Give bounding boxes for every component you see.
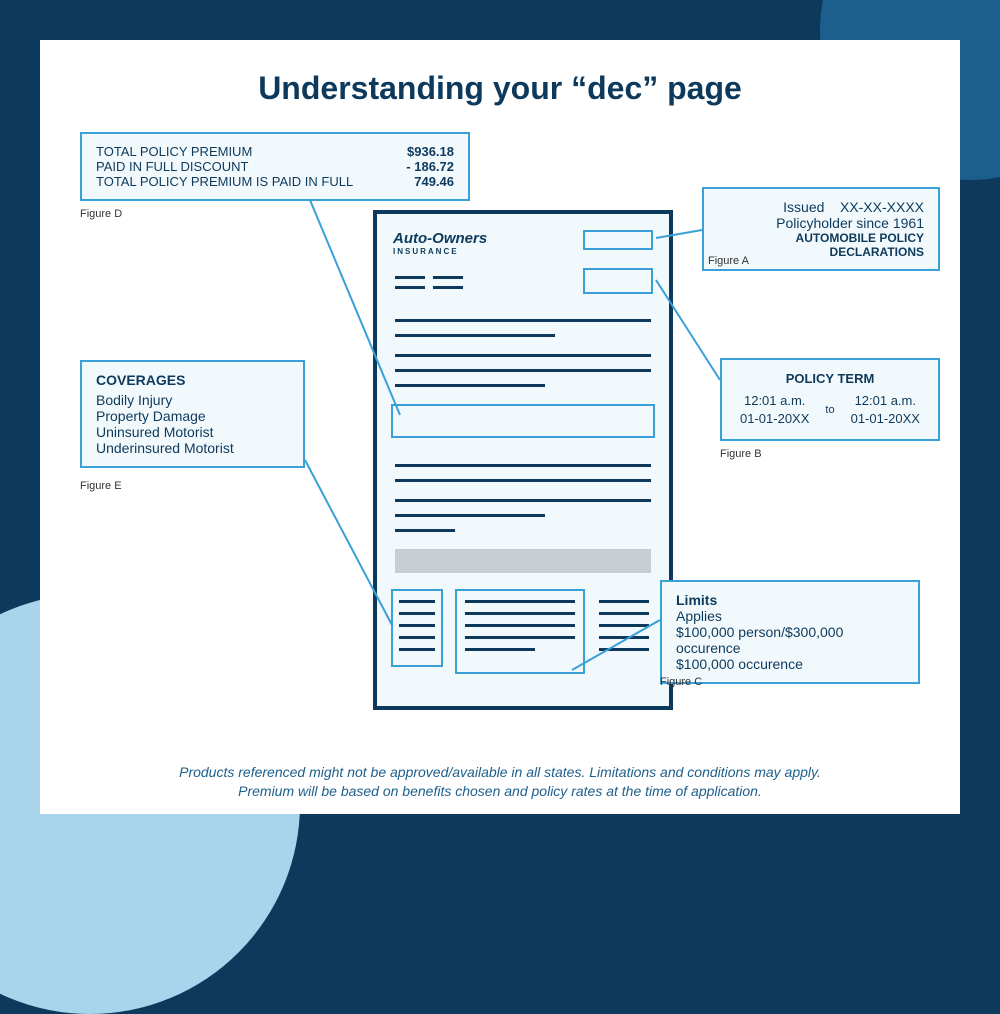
doc-gray-band [395, 549, 651, 573]
premium-row: PAID IN FULL DISCOUNT - 186.72 [96, 159, 454, 174]
term-from-date: 01-01-20XX [740, 410, 809, 428]
premium-row: TOTAL POLICY PREMIUM $936.18 [96, 144, 454, 159]
doc-line [395, 384, 545, 387]
doc-line [395, 276, 425, 279]
doc-line [395, 354, 651, 357]
page-title: Understanding your “dec” page [40, 40, 960, 107]
doc-line [599, 612, 649, 615]
premium-name: TOTAL POLICY PREMIUM IS PAID IN FULL [96, 174, 353, 189]
main-panel: Understanding your “dec” page Auto-Owner… [40, 40, 960, 814]
doc-line [599, 636, 649, 639]
doc-line [465, 648, 535, 651]
doc-line [395, 319, 651, 322]
doc-line [399, 624, 435, 627]
doc-line [395, 529, 455, 532]
doc-line [399, 612, 435, 615]
brand-logo: Auto-Owners INSURANCE [393, 230, 487, 256]
doc-line [395, 479, 651, 482]
brand-subtitle: INSURANCE [393, 247, 487, 256]
limits-heading: Limits [676, 592, 904, 608]
premium-value: 749.46 [414, 174, 454, 189]
coverage-item: Bodily Injury [96, 392, 289, 408]
premium-value: $936.18 [407, 144, 454, 159]
doc-line [599, 600, 649, 603]
policy-term-heading: POLICY TERM [736, 370, 924, 388]
doc-line [399, 600, 435, 603]
premium-name: PAID IN FULL DISCOUNT [96, 159, 248, 174]
doc-line [465, 636, 575, 639]
callout-figure-b: POLICY TERM 12:01 a.m. 01-01-20XX to 12:… [720, 358, 940, 441]
doc-line [465, 624, 575, 627]
doc-line [465, 612, 575, 615]
doc-line [433, 286, 463, 289]
premium-row: TOTAL POLICY PREMIUM IS PAID IN FULL 749… [96, 174, 454, 189]
doc-line [395, 286, 425, 289]
doc-line [395, 334, 555, 337]
highlight-figure-b [583, 268, 653, 294]
premium-name: TOTAL POLICY PREMIUM [96, 144, 252, 159]
doc-line [599, 648, 649, 651]
highlight-figure-d [391, 404, 655, 438]
issued-line: Issued XX-XX-XXXX [718, 199, 924, 215]
disclaimer-line: Products referenced might not be approve… [40, 763, 960, 783]
coverage-item: Property Damage [96, 408, 289, 424]
figure-c-label: Figure C [660, 676, 702, 688]
highlight-figure-a [583, 230, 653, 250]
doc-line [395, 514, 545, 517]
doc-line [465, 600, 575, 603]
term-to-time: 12:01 a.m. [851, 392, 920, 410]
limits-item: $100,000 occurence [676, 656, 904, 672]
term-to-label: to [825, 403, 834, 418]
disclaimer-line: Premium will be based on benefits chosen… [40, 782, 960, 802]
figure-d-label: Figure D [80, 208, 122, 220]
doc-line [599, 624, 649, 627]
doc-line [399, 636, 435, 639]
term-from-time: 12:01 a.m. [740, 392, 809, 410]
doc-line [433, 276, 463, 279]
coverage-item: Underinsured Motorist [96, 440, 289, 456]
callout-figure-d: TOTAL POLICY PREMIUM $936.18 PAID IN FUL… [80, 132, 470, 201]
callout-figure-e: COVERAGES Bodily Injury Property Damage … [80, 360, 305, 468]
figure-b-label: Figure B [720, 448, 762, 460]
premium-value: - 186.72 [406, 159, 454, 174]
figure-a-label: Figure A [708, 255, 749, 267]
callout-figure-c: Limits Applies $100,000 person/$300,000 … [660, 580, 920, 684]
doc-line [395, 464, 651, 467]
issued-value: XX-XX-XXXX [840, 199, 924, 215]
limits-item: Applies [676, 608, 904, 624]
policyholder-since: Policyholder since 1961 [718, 215, 924, 231]
brand-name: Auto-Owners [393, 230, 487, 247]
doc-line [395, 499, 651, 502]
coverages-heading: COVERAGES [96, 372, 289, 388]
term-to-date: 01-01-20XX [851, 410, 920, 428]
declarations-document: Auto-Owners INSURANCE [373, 210, 673, 710]
issued-label: Issued [783, 199, 824, 215]
limits-item: $100,000 person/$300,000 occurence [676, 624, 904, 656]
coverage-item: Uninsured Motorist [96, 424, 289, 440]
doc-line [395, 369, 651, 372]
figure-e-label: Figure E [80, 480, 122, 492]
disclaimer: Products referenced might not be approve… [40, 763, 960, 802]
doc-line [399, 648, 435, 651]
